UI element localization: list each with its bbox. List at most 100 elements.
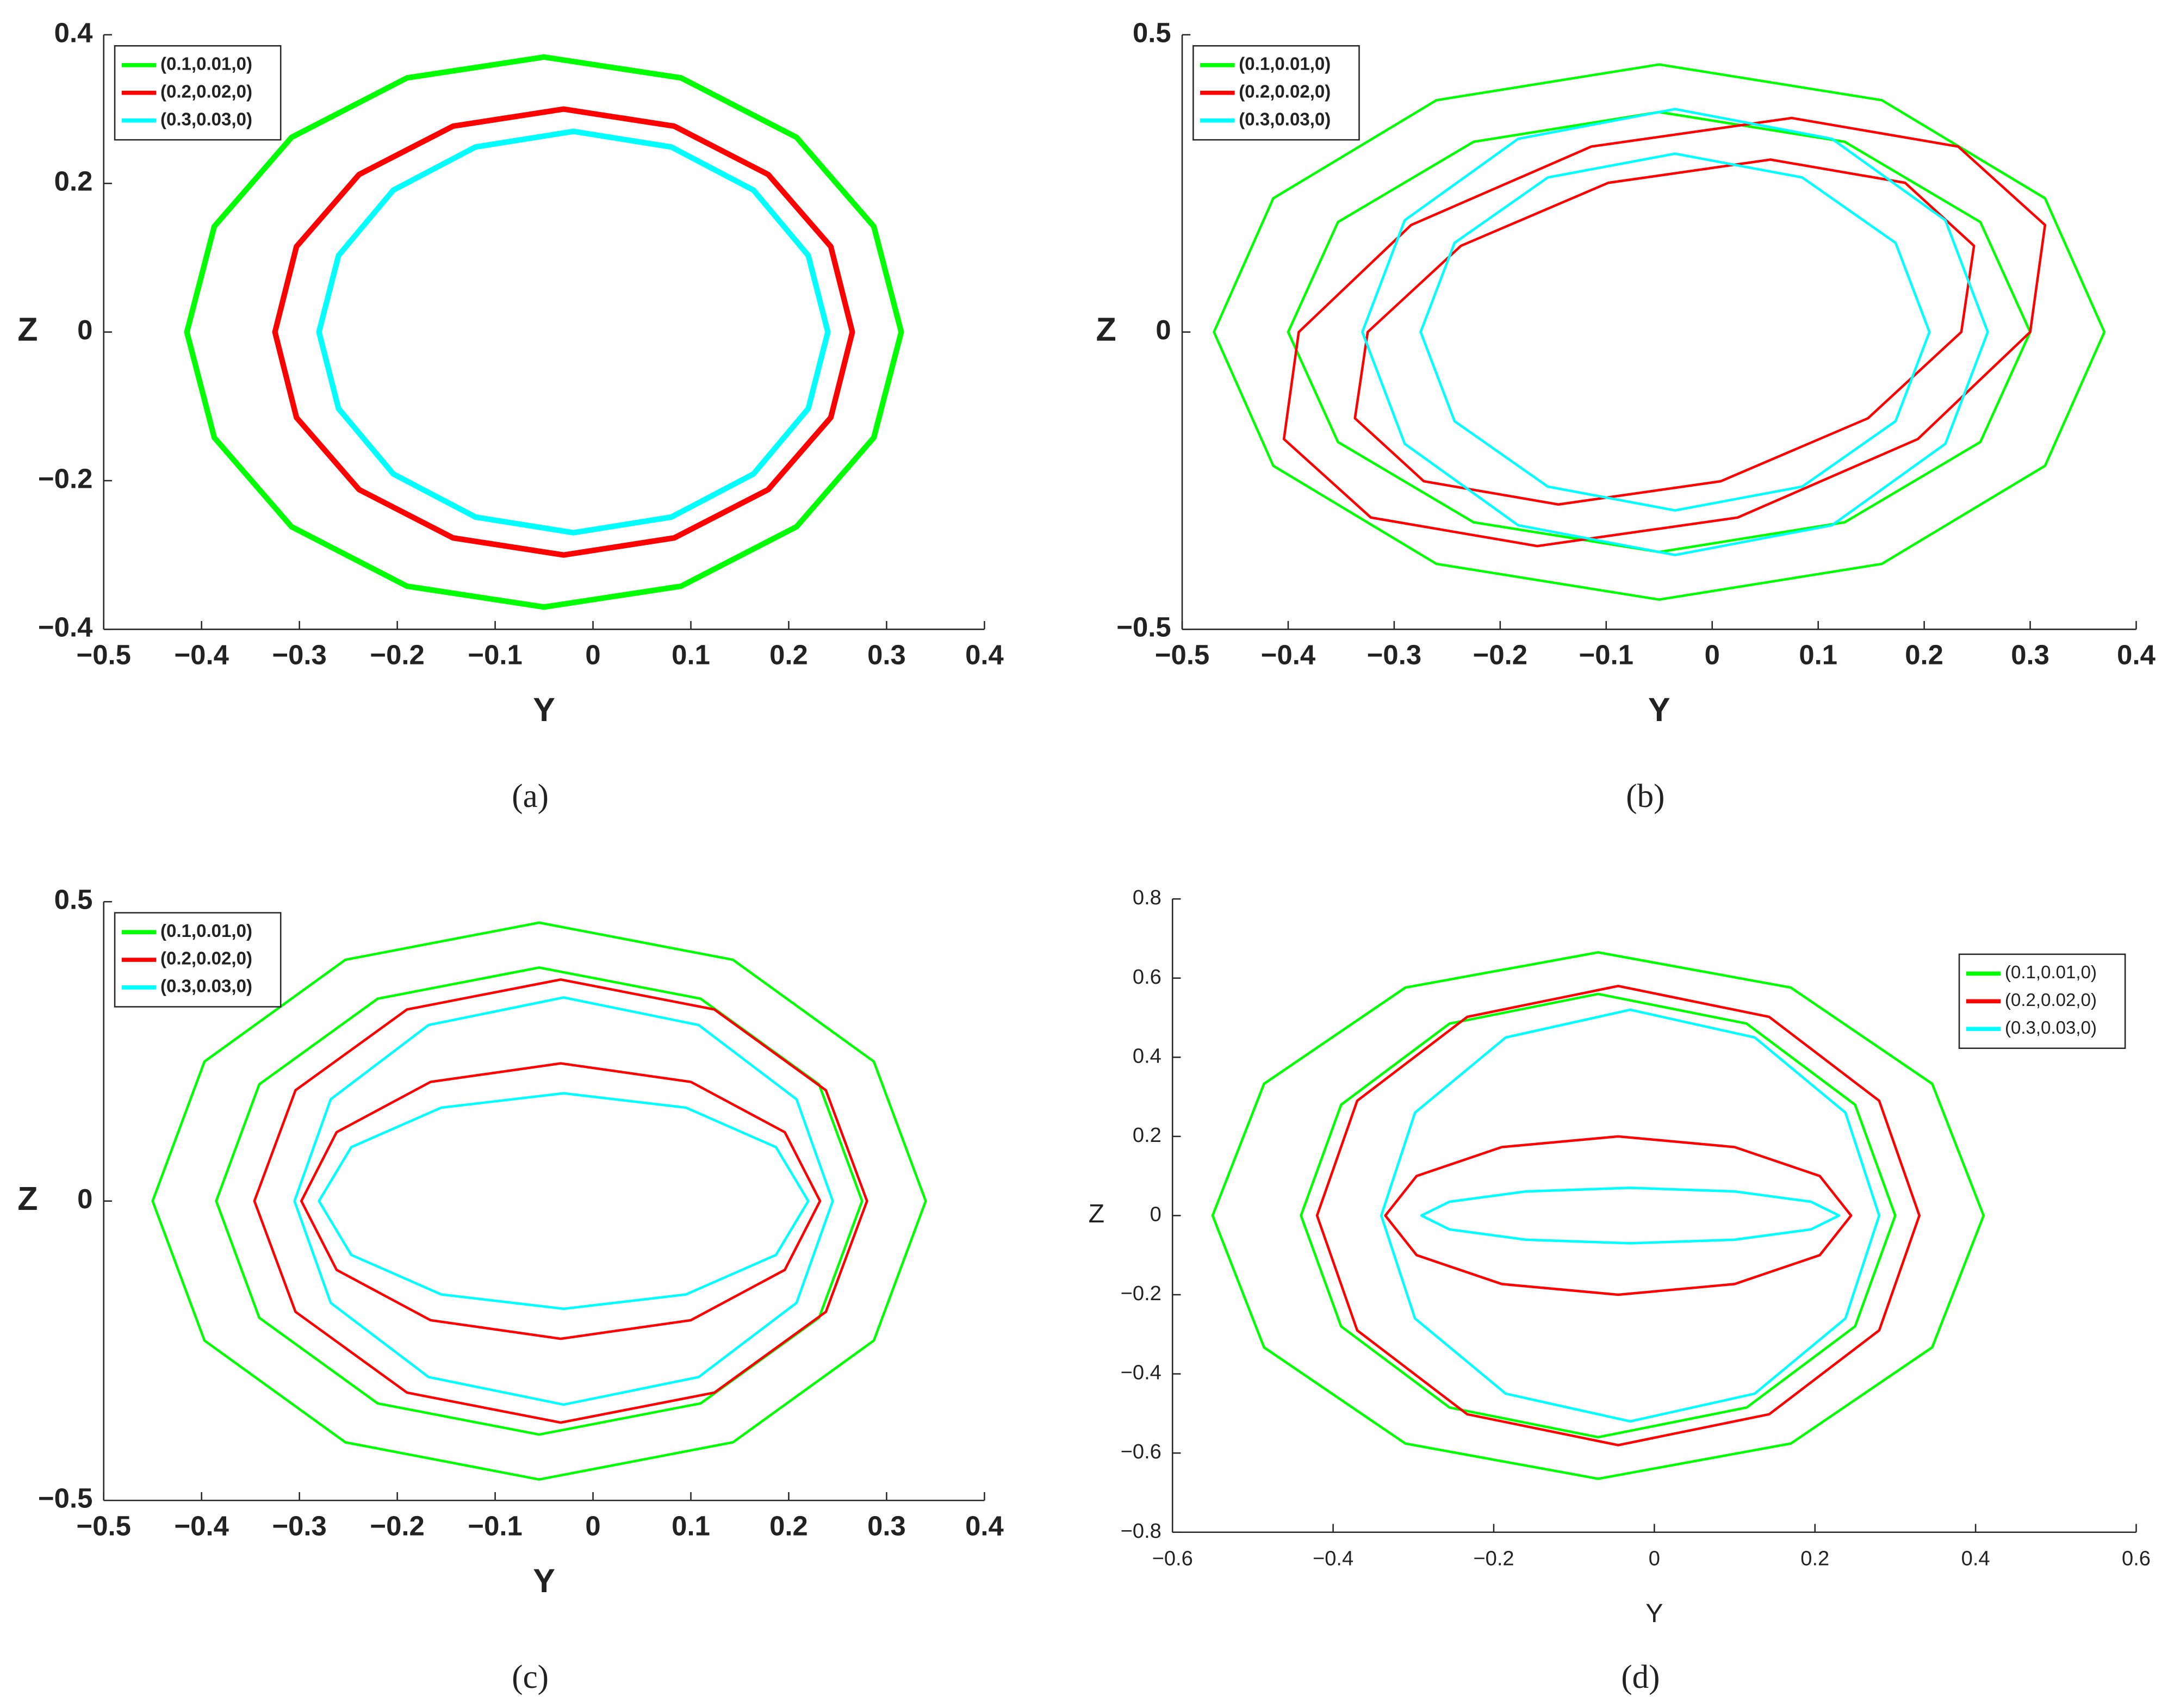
caption: (d) xyxy=(1621,1659,1660,1695)
y-tick-label: 0 xyxy=(1156,314,1171,345)
x-tick-label: 0.3 xyxy=(2011,639,2049,670)
legend-label: (0.2,0.02,0) xyxy=(1239,82,1331,102)
y-tick-label: −0.5 xyxy=(1116,612,1171,643)
x-tick-label: 0 xyxy=(1649,1547,1660,1570)
trajectory xyxy=(1282,116,2047,548)
x-axis-label: Y xyxy=(533,691,555,728)
y-axis-label: Z xyxy=(1089,1199,1105,1228)
x-tick-label: −0.4 xyxy=(1261,639,1315,670)
trajectory xyxy=(1380,1008,1881,1423)
trajectory xyxy=(272,106,855,558)
x-tick-label: 0.2 xyxy=(769,1511,808,1542)
subplot: −0.5 −0.4 −0.3 −0.2 −0.1 0 0.1 0.2 0.3 0.4−0.4−0.… xyxy=(17,17,1004,815)
legend: (0.1,0.01,0) (0.2,0.02,0) (0.3,0.03,0) xyxy=(114,912,282,1008)
legend: (0.1,0.01,0) (0.2,0.02,0) (0.3,0.03,0) xyxy=(114,45,282,141)
trajectory xyxy=(316,128,831,536)
legend: (0.1,0.01,0) (0.2,0.02,0) (0.3,0.03,0) xyxy=(1958,953,2126,1049)
x-tick-label: −0.2 xyxy=(370,1511,424,1542)
x-tick-label: 0.1 xyxy=(672,639,710,670)
legend-label: (0.1,0.01,0) xyxy=(1239,54,1331,74)
y-tick-label: −0.2 xyxy=(1121,1282,1161,1305)
x-axis-label: Y xyxy=(1648,691,1670,728)
x-tick-label: −0.5 xyxy=(77,639,131,670)
subplot: −0.5 −0.4 −0.3 −0.2 −0.1 0 0.1 0.2 0.3 0.4 −0.5 0 0.… xyxy=(1096,17,2155,815)
y-tick-label: 0.8 xyxy=(1133,886,1161,909)
y-tick-label: −0.6 xyxy=(1121,1440,1161,1463)
y-axis-label: Z xyxy=(17,311,38,348)
x-axis-label: Y xyxy=(533,1562,555,1599)
legend-label: (0.3,0.03,0) xyxy=(2005,1018,2097,1038)
legend-label: (0.2,0.02,0) xyxy=(160,82,252,102)
x-tick-label: 0.4 xyxy=(1961,1547,1990,1570)
x-tick-label: 0.4 xyxy=(2117,639,2155,670)
y-tick-label: 0.4 xyxy=(54,17,93,48)
y-tick-label: 0.5 xyxy=(1133,17,1171,48)
trajectory xyxy=(1315,984,1921,1446)
y-tick-label: 0.2 xyxy=(54,166,93,197)
trajectory xyxy=(151,921,927,1481)
y-tick-label: −0.8 xyxy=(1121,1519,1161,1543)
x-axis-label: Y xyxy=(1645,1599,1663,1628)
caption: (b) xyxy=(1626,778,1664,815)
caption: (a) xyxy=(512,778,549,815)
legend-label: (0.1,0.01,0) xyxy=(160,921,252,941)
x-tick-label: 0.4 xyxy=(965,1511,1004,1542)
x-tick-label: −0.3 xyxy=(1367,639,1421,670)
x-tick-label: −0.1 xyxy=(468,1511,522,1542)
y-tick-label: 0 xyxy=(77,1183,92,1214)
x-tick-label: 0.3 xyxy=(867,1511,906,1542)
x-tick-label: −0.5 xyxy=(1155,639,1209,670)
x-tick-label: −0.3 xyxy=(272,639,326,670)
legend-label: (0.2,0.02,0) xyxy=(2005,990,2097,1010)
x-tick-label: −0.4 xyxy=(1313,1547,1353,1570)
x-tick-label: 0.2 xyxy=(1800,1547,1829,1570)
trajectory xyxy=(293,996,834,1406)
y-tick-label: 0.2 xyxy=(1133,1123,1161,1147)
x-tick-label: 0 xyxy=(585,1511,600,1542)
y-tick-label: −0.2 xyxy=(38,463,92,494)
x-tick-label: −0.1 xyxy=(1579,639,1633,670)
x-tick-label: 0.2 xyxy=(1905,639,1943,670)
x-tick-label: 0 xyxy=(1705,639,1720,670)
x-tick-label: 0 xyxy=(585,639,600,670)
legend-label: (0.3,0.03,0) xyxy=(160,109,252,129)
legend-label: (0.3,0.03,0) xyxy=(160,977,252,997)
x-tick-label: −0.5 xyxy=(77,1511,131,1542)
x-tick-label: −0.6 xyxy=(1152,1547,1193,1570)
x-tick-label: 0.6 xyxy=(2122,1547,2151,1570)
x-tick-label: −0.4 xyxy=(174,1511,228,1542)
y-tick-label: 0.4 xyxy=(1133,1044,1161,1067)
trajectory xyxy=(1361,108,1989,556)
x-tick-label: 0.1 xyxy=(1799,639,1837,670)
x-tick-label: −0.2 xyxy=(370,639,424,670)
y-tick-label: 0 xyxy=(77,314,92,345)
x-tick-label: 0.1 xyxy=(672,1511,710,1542)
legend-label: (0.2,0.02,0) xyxy=(160,949,252,969)
subplot: −0.6 −0.4 −0.2 0 0.2 0.4 0.6 −0.8 −0.6 −0.4 −0.2 0 0… xyxy=(1089,886,2151,1695)
legend-label: (0.3,0.03,0) xyxy=(1239,109,1331,129)
subplot: −0.5 −0.4 −0.3 −0.2 −0.1 0 0.1 0.2 0.3 0.4 −0.5 0 0.… xyxy=(17,884,1004,1695)
trajectory xyxy=(1211,951,1985,1480)
trajectory xyxy=(253,978,868,1424)
x-tick-label: 0.2 xyxy=(769,639,808,670)
y-axis-label: Z xyxy=(1096,311,1116,348)
y-tick-label: 0.5 xyxy=(54,884,93,915)
y-tick-label: 0.6 xyxy=(1133,965,1161,989)
x-tick-label: 0.3 xyxy=(867,639,906,670)
x-tick-label: −0.4 xyxy=(174,639,228,670)
y-tick-label: 0 xyxy=(1150,1203,1161,1226)
y-axis-label: Z xyxy=(17,1180,38,1217)
x-tick-label: −0.1 xyxy=(468,639,522,670)
trajectory xyxy=(1213,63,2106,601)
x-tick-label: −0.3 xyxy=(272,1511,326,1542)
x-tick-label: −0.2 xyxy=(1473,1547,1514,1570)
y-tick-label: −0.5 xyxy=(38,1483,92,1514)
legend-label: (0.1,0.01,0) xyxy=(160,54,252,74)
legend-label: (0.1,0.01,0) xyxy=(2005,962,2097,983)
legend: (0.1,0.01,0) (0.2,0.02,0) (0.3,0.03,0) xyxy=(1192,45,1360,141)
y-tick-label: −0.4 xyxy=(38,612,92,643)
x-tick-label: 0.4 xyxy=(965,639,1004,670)
y-tick-label: −0.4 xyxy=(1121,1361,1161,1384)
